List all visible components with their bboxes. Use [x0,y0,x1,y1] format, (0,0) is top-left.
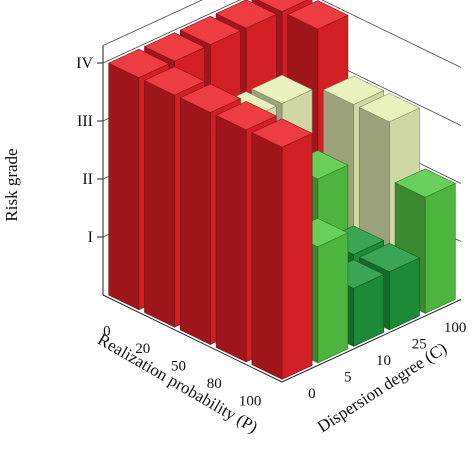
grid-line [102,0,462,68]
bar-face-top [286,0,349,30]
z-axis-label: Risk grade [2,148,21,221]
bar-face-side [180,97,211,345]
bar-face-top [358,93,421,123]
z-tick-label: II [82,171,93,188]
x-tick-label: 20 [135,341,150,357]
bar [251,118,313,380]
y-axis-ticks: 0 5 10 25 100 [308,320,466,402]
bar-face-side [144,80,175,328]
x-tick-label: 100 [239,393,262,409]
bar-face-top [107,48,170,79]
bar-face-top [251,118,313,148]
bar-face-side [215,114,247,363]
y-tick-label: 5 [344,369,352,385]
bar-face-top [251,74,313,104]
z-tick-label: IV [76,55,93,72]
bars [107,0,457,380]
floor-axis-lines [102,294,462,383]
bar-face-top [394,168,457,198]
bar-face-side [251,132,283,380]
bar-face-top [143,66,206,96]
y-tick-label: 10 [376,353,391,369]
bar-face-top [179,15,242,46]
bar-face-top [143,32,206,62]
z-tick-label: I [88,229,93,246]
x-tick-label: 80 [207,376,222,392]
x-tick-label: 0 [103,324,111,340]
y-tick-label: 25 [412,336,427,352]
bar-face-top [358,242,421,273]
bar-face-side [108,62,140,311]
bar-face-front [281,132,313,380]
bar-face-top [215,101,278,131]
x-axis-ticks: 0 20 50 80 100 [103,324,261,410]
x-tick-label: 50 [171,359,186,375]
bar-face-front [424,182,456,314]
bar-face-top [257,0,309,13]
y-tick-label: 0 [308,386,316,402]
bar-face-front [317,232,349,364]
bar-face-top [179,83,242,113]
z-tick-label: III [77,113,93,130]
bar-face-top [215,0,278,29]
bar-face-top [322,75,385,105]
y-tick-label: 100 [444,320,467,336]
